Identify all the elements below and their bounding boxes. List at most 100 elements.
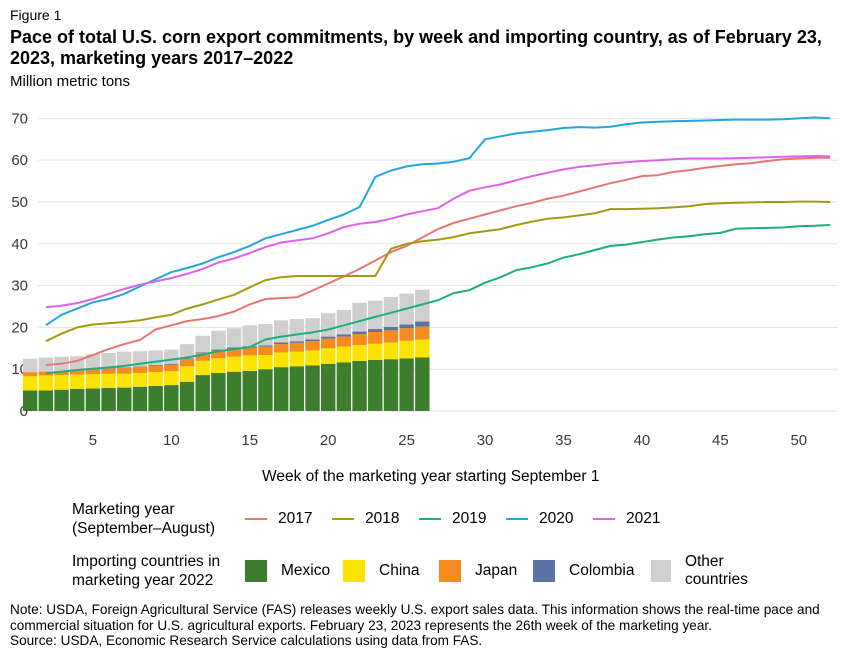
- legend-line-swatch: [506, 518, 528, 520]
- legend-box-swatch: [245, 560, 267, 582]
- gridlines: [38, 117, 838, 412]
- bar-segment-colombia: [368, 329, 383, 332]
- bar-segment-mexico: [164, 385, 179, 411]
- series-line-2017: [45, 156, 831, 366]
- y-tick-label: 0: [20, 403, 28, 420]
- legend-line-swatch: [332, 518, 354, 520]
- bar-segment-other-countries: [242, 325, 257, 347]
- bar-segment-china: [352, 344, 367, 361]
- bar-segment-colombia: [211, 349, 226, 351]
- bar-segment-japan: [132, 366, 148, 373]
- bar-segment-other-countries: [22, 358, 38, 373]
- legend-item-2021: 2021: [593, 510, 680, 528]
- bar-segment-china: [289, 351, 305, 367]
- bar-segment-other-countries: [85, 354, 101, 369]
- bar-segment-japan: [289, 342, 305, 352]
- legend-item-label: Other countries: [684, 553, 748, 588]
- x-tick-label: 10: [163, 432, 180, 449]
- bar-segment-other-countries: [211, 330, 226, 350]
- bar-segment-mexico: [179, 381, 195, 411]
- bar-segment-mexico: [22, 390, 38, 411]
- bar-segment-mexico: [211, 372, 226, 411]
- footnote: Note: USDA, Foreign Agricultural Service…: [10, 602, 845, 649]
- bar-segment-china: [101, 373, 116, 389]
- bar-segment-japan: [179, 359, 195, 367]
- bar-segment-japan: [399, 328, 414, 341]
- legend-box-swatch: [533, 560, 555, 582]
- legend-item-label: 2021: [626, 510, 661, 527]
- bar-segment-mexico: [132, 386, 148, 411]
- bar-segment-japan: [148, 365, 163, 373]
- legend-item-label: Mexico: [281, 562, 331, 579]
- bar-segment-china: [226, 356, 242, 372]
- bar-segment-colombia: [258, 345, 273, 347]
- y-tick-label: 20: [11, 319, 28, 336]
- series-line-2020: [45, 116, 831, 327]
- bar-segment-china: [399, 340, 414, 359]
- bar-segment-mexico: [148, 385, 163, 411]
- bar-segment-china: [242, 355, 257, 371]
- bar-segment-mexico: [54, 389, 69, 411]
- legend-line-swatch: [245, 518, 267, 520]
- x-tick-label: 15: [241, 432, 258, 449]
- x-tick-label: 50: [790, 432, 807, 449]
- x-tick-label: 35: [555, 432, 572, 449]
- bar-segment-other-countries: [352, 302, 367, 332]
- x-tick-label: 40: [634, 432, 651, 449]
- bar-segment-china: [415, 339, 430, 358]
- bar-segment-china: [132, 372, 148, 387]
- legend-item-china: China: [343, 553, 439, 589]
- bar-segment-other-countries: [305, 318, 320, 340]
- bar-segment-china: [195, 360, 210, 376]
- series-line-2021: [45, 155, 831, 309]
- bar-segment-other-countries: [179, 344, 195, 359]
- bar-segment-colombia: [305, 339, 320, 342]
- bar-segment-japan: [383, 330, 399, 343]
- legend-line-swatch: [419, 518, 441, 520]
- bar-segment-japan: [258, 346, 273, 355]
- x-axis-label: Week of the marketing year starting Sept…: [262, 468, 600, 485]
- bar-segment-colombia: [289, 341, 305, 343]
- y-tick-label: 50: [11, 194, 28, 211]
- bar-segment-japan: [211, 350, 226, 359]
- y-tick-label: 40: [11, 236, 28, 253]
- bar-segment-japan: [85, 368, 101, 375]
- bar-segment-japan: [22, 372, 38, 377]
- bar-segment-colombia: [226, 347, 242, 349]
- y-tick-label: 70: [11, 110, 28, 127]
- x-tick-label: 20: [320, 432, 337, 449]
- legend-box-swatch: [439, 560, 461, 582]
- legend-item-japan: Japan: [439, 553, 533, 589]
- bar-segment-china: [179, 366, 195, 382]
- bar-segment-japan: [164, 364, 179, 372]
- bar-segment-other-countries: [273, 320, 289, 343]
- bar-segment-colombia: [415, 321, 430, 327]
- bar-segment-japan: [195, 353, 210, 361]
- source-text: Source: USDA, Economic Research Service …: [10, 633, 483, 649]
- chart-plot-area: 0 10 20 30 40 50 60 70 5 10 15 20 25 30 35 40 45 50: [11, 110, 838, 449]
- bar-segment-japan: [101, 368, 116, 374]
- legend-item-2017: 2017: [245, 510, 332, 528]
- bar-segment-colombia: [179, 358, 195, 360]
- bar-segment-japan: [415, 326, 430, 340]
- series-line-2019: [45, 224, 831, 375]
- legend-item-2020: 2020: [506, 510, 593, 528]
- bar-segment-china: [336, 346, 352, 363]
- legend-bars-title: Importing countries in marketing year 20…: [72, 553, 221, 589]
- bar-segment-mexico: [368, 359, 383, 411]
- y-tick-label: 60: [11, 152, 28, 169]
- series-line-2018: [45, 200, 831, 343]
- x-tick-label: 5: [89, 432, 97, 449]
- bar-segment-mexico: [415, 357, 430, 411]
- bar-segment-mexico: [320, 363, 336, 411]
- note-text: Note: USDA, Foreign Agricultural Service…: [10, 602, 820, 633]
- bar-segment-china: [211, 358, 226, 373]
- legend-item-label: 2019: [452, 510, 487, 527]
- bar-segment-japan: [336, 336, 352, 347]
- bar-segment-china: [70, 374, 85, 389]
- bar-segment-mexico: [305, 365, 320, 411]
- legend-item-label: Colombia: [569, 562, 635, 579]
- bar-segment-other-countries: [415, 289, 430, 322]
- legend-item-2018: 2018: [332, 510, 419, 528]
- bar-segment-china: [273, 352, 289, 368]
